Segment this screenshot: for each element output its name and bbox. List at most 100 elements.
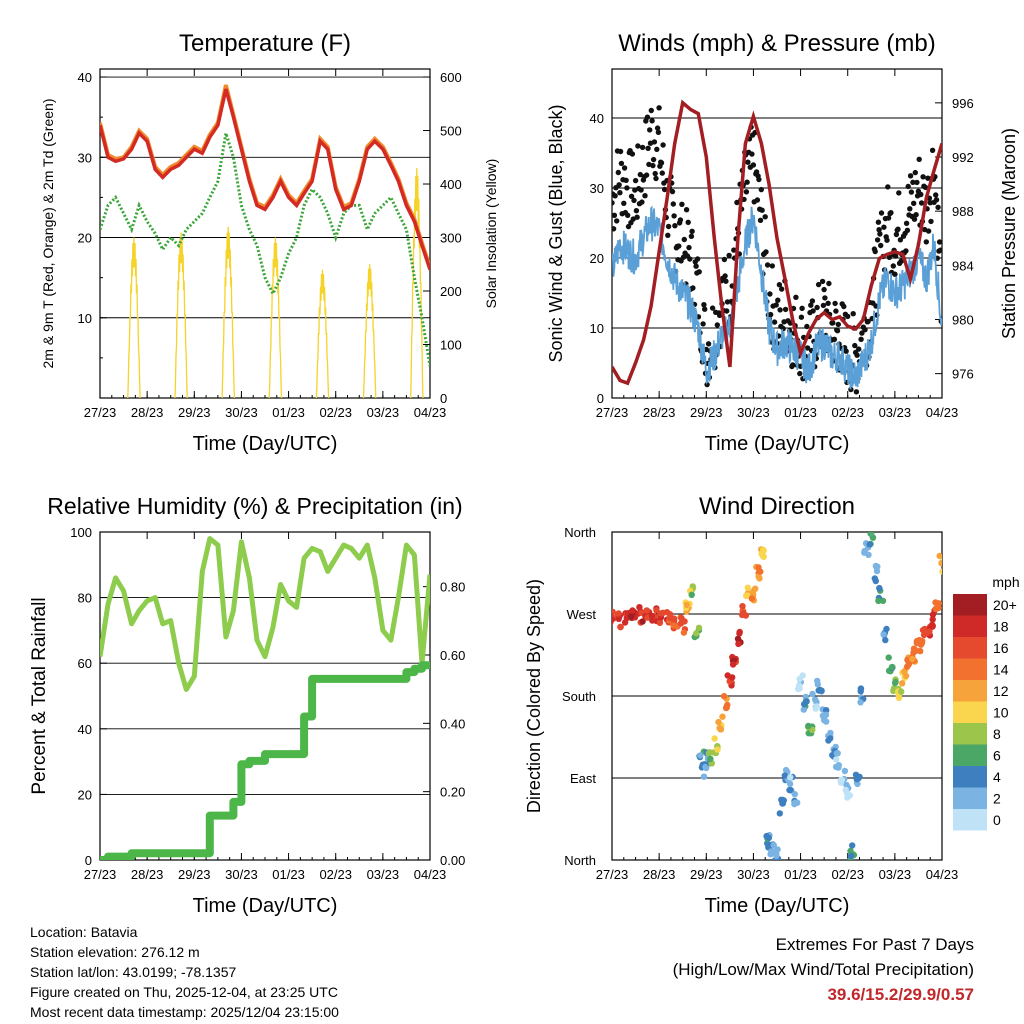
temperature-y2label: Solar Insolation (Yellow) (483, 159, 499, 309)
gust-point (898, 258, 904, 264)
gust-point (685, 219, 691, 225)
gust-point (826, 280, 832, 287)
direction-point (796, 675, 803, 683)
direction-point (705, 750, 712, 757)
winds-y2tick-label: 980 (952, 312, 974, 327)
direction-point (770, 842, 777, 849)
direction-point (729, 674, 736, 681)
direction-point (639, 618, 646, 625)
direction-point (932, 599, 939, 606)
data-timestamp: Most recent data timestamp: 2025/12/04 2… (30, 1004, 339, 1020)
direction-point (695, 624, 703, 631)
winds-xtick-label: 02/23 (831, 405, 864, 420)
direction-point (734, 635, 742, 642)
gust-point (629, 151, 636, 157)
gust-point (890, 263, 896, 269)
direction-point (703, 764, 710, 772)
gust-point (612, 226, 617, 232)
precip-line (100, 661, 430, 860)
direction-point (833, 756, 840, 763)
gust-point (754, 197, 761, 203)
gust-point (856, 346, 862, 352)
direction-point (739, 603, 746, 610)
gust-point (658, 160, 665, 166)
temperature-xtick-label: 01/23 (272, 405, 305, 420)
direction-point (615, 610, 622, 617)
direction-point (748, 595, 756, 602)
colorbar-swatch (953, 723, 987, 745)
gust-point (617, 148, 624, 155)
gust-point (874, 237, 881, 243)
gust-point (809, 298, 816, 304)
gust-point (659, 170, 665, 176)
direction-point (852, 771, 860, 778)
direction-xtick-label: 30/23 (737, 867, 770, 882)
winds-ytick-label: 0 (597, 391, 604, 406)
colorbar-swatch (953, 658, 987, 680)
temperature-y2tick-label: 200 (440, 284, 462, 299)
gust-point (724, 308, 730, 314)
winds-panel: 27/23 28/23 29/23 30/23 01/23 02/23 03/23 04/23… (546, 30, 1019, 455)
gust-point (671, 213, 677, 219)
gust-point (908, 189, 915, 195)
direction-xlabel: Time (Day/UTC) (705, 895, 850, 917)
direction-xtick-label: 27/23 (596, 867, 629, 882)
direction-xtick-label: 28/23 (643, 867, 676, 882)
gust-point (639, 199, 645, 205)
direction-point (805, 722, 812, 730)
extremes-subtitle: (High/Low/Max Wind/Total Precipitation) (672, 960, 974, 979)
gust-point (621, 165, 628, 171)
direction-point (835, 762, 842, 769)
gust-point (722, 273, 728, 279)
direction-point (857, 685, 865, 692)
gust-point (799, 305, 805, 311)
gust-point (723, 278, 729, 284)
direction-point (760, 547, 767, 554)
direction-point (823, 707, 830, 714)
gust-point (686, 244, 692, 251)
gust-point (918, 200, 925, 206)
direction-point (816, 686, 824, 694)
temp-9m-line (100, 84, 430, 268)
gust-point (804, 345, 811, 351)
gust-point (612, 212, 618, 218)
temperature-xtick-label: 03/23 (367, 405, 400, 420)
direction-point (653, 607, 660, 614)
gust-point (848, 386, 854, 393)
gust-point (914, 179, 920, 186)
humidity-frame (99, 531, 431, 861)
gust-point (625, 223, 632, 230)
direction-point (688, 591, 695, 598)
gust-point (820, 302, 827, 309)
winds-title: Winds (mph) & Pressure (mb) (618, 30, 935, 57)
gust-point (690, 285, 696, 291)
gust-point (845, 313, 851, 320)
direction-point (895, 694, 903, 702)
colorbar-label: 8 (993, 726, 1001, 742)
direction-ytick-label: South (562, 689, 596, 704)
gust-point (798, 314, 805, 320)
gust-point (835, 321, 841, 328)
gust-point (745, 159, 751, 165)
gust-point (632, 177, 639, 184)
gust-point (884, 237, 890, 243)
gust-point (633, 208, 640, 214)
insolation-spike (268, 237, 283, 398)
humidity-ylabel: Percent & Total Rainfall (29, 597, 50, 794)
gust-point (654, 146, 660, 152)
insolation-spike (315, 269, 330, 398)
direction-point (842, 786, 849, 794)
winds-ytick-label: 20 (590, 251, 604, 266)
gust-point (927, 200, 933, 206)
gust-point (825, 300, 831, 306)
direction-ylabel: Direction (Colored By Speed) (524, 579, 544, 813)
gust-point (669, 188, 676, 195)
gust-point (762, 214, 768, 220)
gust-point (928, 218, 934, 225)
gust-point (617, 190, 623, 196)
gust-point (832, 300, 838, 307)
temperature-y2tick-label: 300 (440, 231, 462, 246)
gust-point (895, 226, 901, 232)
direction-point (904, 656, 911, 664)
direction-point (735, 640, 742, 648)
